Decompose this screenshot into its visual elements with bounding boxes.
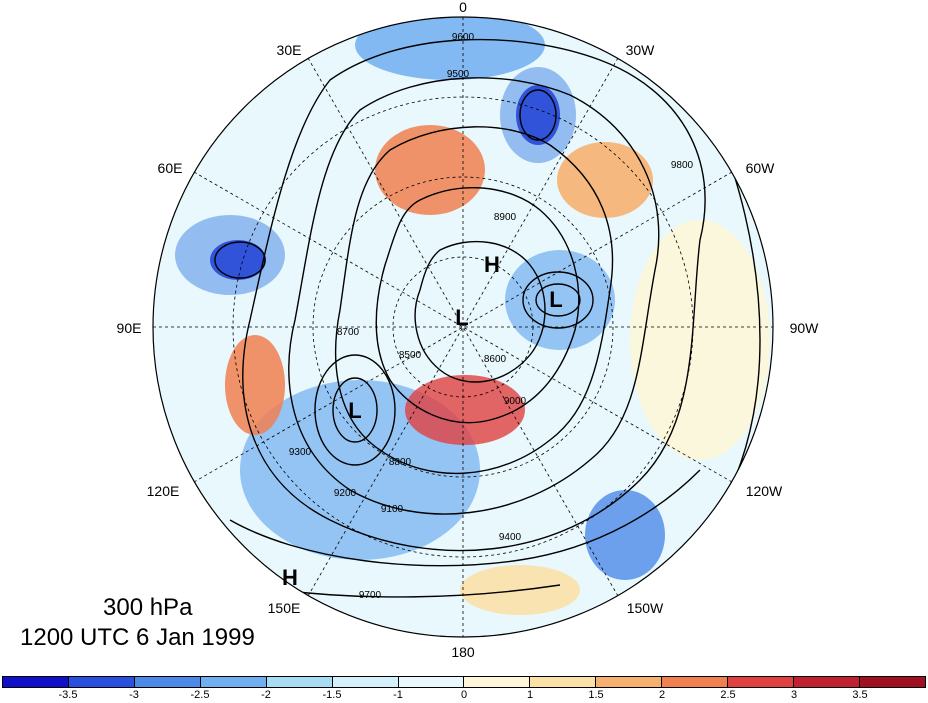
colorbar-swatch bbox=[68, 677, 135, 687]
colorbar-tick-label: 2.5 bbox=[720, 689, 736, 701]
contour-line bbox=[535, 283, 581, 317]
lon-label-120e: 120E bbox=[147, 483, 180, 499]
lon-label-30w: 30W bbox=[626, 42, 656, 58]
contour-line bbox=[314, 354, 396, 466]
colorbar-swatch bbox=[3, 677, 69, 687]
colorbar-tick-label: 0 bbox=[460, 689, 468, 701]
pressure-center-l-pole: L bbox=[455, 305, 468, 330]
lon-label-120w: 120W bbox=[746, 483, 783, 499]
colorbar-swatch bbox=[728, 677, 795, 687]
colorbar-tick-label: -2 bbox=[261, 689, 271, 701]
colorbar-tick-label: -1 bbox=[393, 689, 403, 701]
lon-label-90w: 90W bbox=[790, 320, 820, 336]
contour-line bbox=[242, 38, 706, 552]
pressure-level-label: 300 hPa bbox=[103, 594, 193, 621]
meridian-line bbox=[307, 57, 619, 597]
contour-line bbox=[214, 241, 266, 279]
contour-label-9800: 9800 bbox=[671, 160, 694, 171]
colorbar-swatch bbox=[530, 677, 597, 687]
shade-red-center bbox=[405, 375, 525, 445]
colorbar-swatch bbox=[794, 677, 860, 687]
shade-orange-ne bbox=[557, 142, 653, 218]
valid-time-label: 1200 UTC 6 Jan 1999 bbox=[20, 624, 255, 651]
colorbar bbox=[2, 676, 926, 688]
colorbar-swatch bbox=[464, 677, 531, 687]
shade-yellow-east bbox=[630, 220, 770, 460]
colorbar-swatch bbox=[662, 677, 729, 687]
lon-label-30e: 30E bbox=[277, 42, 302, 58]
colorbar-tick-label: 2 bbox=[658, 689, 666, 701]
colorbar-tick-label: 3.5 bbox=[852, 689, 868, 701]
contour-label-8600: 8600 bbox=[484, 354, 507, 365]
shade-blue-southeast bbox=[585, 490, 665, 580]
meridian-line bbox=[193, 171, 733, 483]
shade-red-west bbox=[225, 335, 285, 435]
contour-label-8900: 8900 bbox=[494, 212, 517, 223]
meridian-line bbox=[307, 57, 619, 597]
colorbar-ticks: -3.5 -3 -2.5 -2 -1.5 -1 0 1 1.5 2 2.5 3 3.5 bbox=[0, 689, 928, 703]
pressure-center-h-north: H bbox=[484, 252, 500, 277]
colorbar-swatch bbox=[332, 677, 399, 687]
contour-label-9400: 9400 bbox=[499, 532, 522, 543]
shade-blue-west-halo bbox=[175, 215, 285, 295]
contour-label-8500: 8500 bbox=[399, 350, 422, 361]
lon-label-90e: 90E bbox=[117, 320, 142, 336]
lon-label-180: 180 bbox=[451, 644, 475, 660]
contour-line bbox=[279, 584, 561, 598]
latitude-circle bbox=[232, 96, 694, 558]
contour-line bbox=[229, 469, 701, 567]
colorbar-tick-label: 1 bbox=[526, 689, 534, 701]
shade-red-north bbox=[375, 125, 485, 215]
lon-label-150e: 150E bbox=[268, 600, 301, 616]
colorbar-swatch bbox=[200, 677, 267, 687]
contour-line bbox=[332, 377, 378, 443]
lon-label-150w: 150W bbox=[627, 600, 664, 616]
colorbar-swatch bbox=[266, 677, 333, 687]
contour-label-9700: 9700 bbox=[359, 590, 382, 601]
colorbar-tick-label: 3 bbox=[790, 689, 798, 701]
contour-label-9100: 9100 bbox=[381, 504, 404, 515]
contour-label-9600: 9600 bbox=[452, 32, 475, 43]
contour-label-9000: 9000 bbox=[504, 396, 527, 407]
colorbar-tick-label: -1.5 bbox=[322, 689, 342, 701]
graticule bbox=[153, 17, 773, 637]
colorbar-swatch bbox=[859, 677, 925, 687]
latitude-circle bbox=[312, 176, 614, 478]
shade-blue-ne-halo bbox=[500, 67, 576, 163]
contour-line bbox=[375, 186, 580, 424]
lon-label-60e: 60E bbox=[158, 160, 183, 176]
contour-label-9200: 9200 bbox=[334, 488, 357, 499]
contour-label-8800: 8800 bbox=[389, 457, 412, 468]
colorbar-tick-label: 1.5 bbox=[588, 689, 604, 701]
colorbar-tick-label: -3.5 bbox=[58, 689, 78, 701]
pressure-center-l-east: L bbox=[549, 287, 562, 312]
pressure-center-h-south: H bbox=[282, 565, 298, 590]
colorbar-swatch bbox=[398, 677, 465, 687]
map-disc-outline bbox=[152, 16, 774, 638]
contour-line bbox=[335, 126, 614, 475]
lon-label-60w: 60W bbox=[746, 160, 776, 176]
colorbar-tick-label: -3 bbox=[129, 689, 139, 701]
anomaly-shading bbox=[175, 17, 770, 615]
meridian-line bbox=[193, 171, 733, 483]
contour-line bbox=[288, 77, 660, 515]
contour-label-9300: 9300 bbox=[289, 447, 312, 458]
contour-label-9500: 9500 bbox=[447, 69, 470, 80]
lon-label-0: 0 bbox=[459, 0, 467, 15]
shade-blue-east-low bbox=[505, 250, 615, 350]
contour-label-8700: 8700 bbox=[337, 327, 360, 338]
contour-line bbox=[519, 89, 557, 141]
colorbar-tick-label: -2.5 bbox=[190, 689, 210, 701]
contour-line bbox=[414, 240, 546, 383]
colorbar-swatch bbox=[596, 677, 663, 687]
pressure-center-l-west: L bbox=[348, 398, 361, 423]
shade-blue-north bbox=[355, 17, 545, 80]
colorbar-swatch bbox=[134, 677, 201, 687]
latitude-circle bbox=[392, 256, 534, 398]
